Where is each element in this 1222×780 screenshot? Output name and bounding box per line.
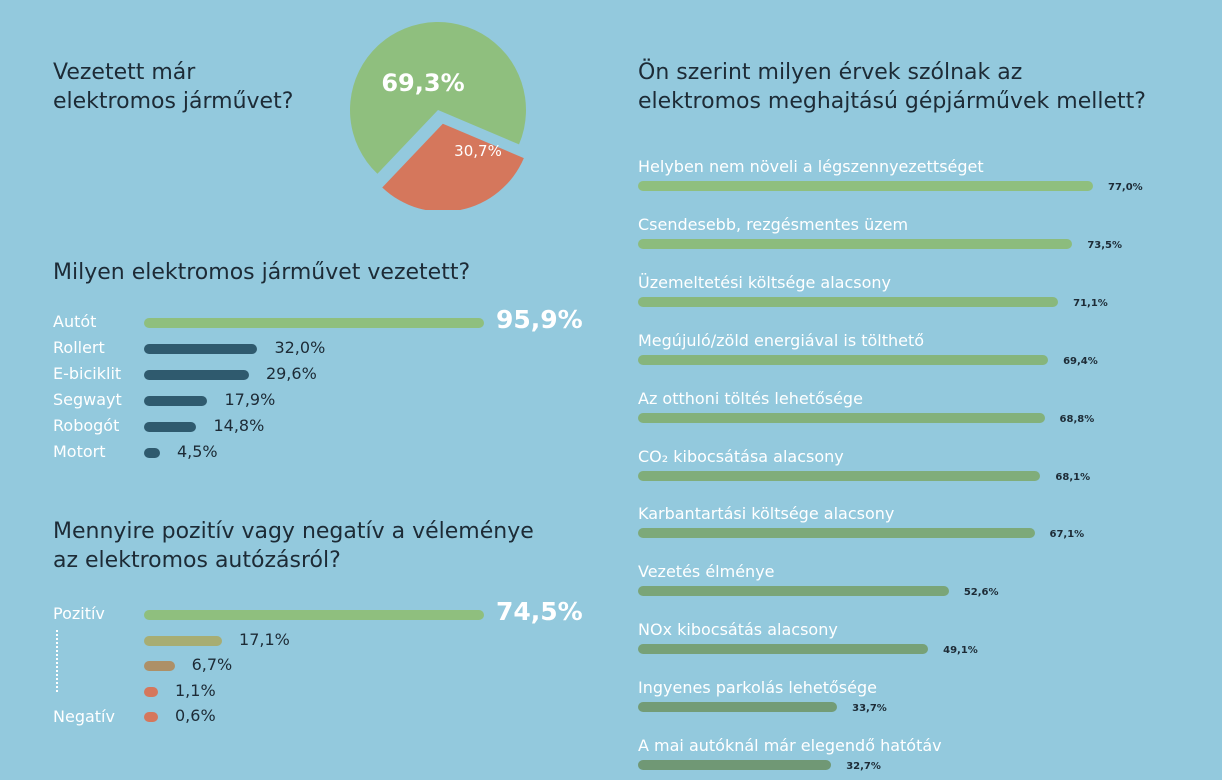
bar-label: CO₂ kibocsátása alacsony [638,447,844,466]
vehicles-question: Milyen elektromos járművet vezetett? [53,260,471,285]
bar-label: Üzemeltetési költsége alacsony [638,273,891,292]
bar [144,344,258,354]
negative-label: Negatív [53,707,115,726]
pie-slice-yes [350,22,526,174]
bar-label: Az otthoni töltés lehetősége [638,389,863,408]
bar [144,396,208,406]
bar-label: Csendesebb, rezgésmentes üzem [638,215,909,234]
bar-value: 49,1% [943,645,978,656]
bar [638,586,949,596]
bar [638,413,1045,423]
bar-value: 17,9% [224,390,276,409]
bar [638,355,1049,365]
bar-label: A mai autóknál már elegendő hatótáv [638,736,942,755]
pie-chart: 69,3% 30,7% [350,22,526,210]
bar-value: 6,7% [191,655,233,674]
bar-label: NOx kibocsátás alacsony [638,620,838,639]
arguments-question: Ön szerint milyen érvek szólnak az elekt… [638,60,1146,114]
arguments-bar-chart: Helyben nem növeli a légszennyezettséget… [600,0,1222,780]
bar-value: 74,5% [496,597,583,626]
bar-value: 14,8% [213,416,265,435]
bar [144,318,484,328]
bar-value: 33,7% [852,703,887,714]
bar-label: E-biciklit [53,364,122,383]
positive-label: Pozitív [53,604,105,623]
bar-label: Megújuló/zöld energiával is tölthető [638,331,925,350]
bar [638,239,1073,249]
pie-value-no: 30,7% [454,142,502,160]
bar [638,297,1059,307]
bar-value: 67,1% [1049,529,1085,540]
bar [144,448,160,458]
bar-value: 52,6% [963,587,999,598]
bar-label: Ingyenes parkolás lehetősége [638,678,877,697]
bar-value: 29,6% [265,364,317,383]
bar [638,760,832,770]
bar-label: Karbantartási költsége alacsony [638,504,895,523]
bar-label: Robogót [53,416,120,435]
bar [144,712,158,722]
bar-value: 73,5% [1087,240,1123,251]
bar-value: 68,1% [1055,472,1091,483]
bar [638,644,929,654]
bar-label: Rollert [53,338,105,357]
bar [144,370,249,380]
pie-slice-no [382,123,524,210]
bar [144,610,484,620]
bar-value: 69,4% [1063,356,1098,367]
bar-value: 4,5% [176,442,218,461]
bar-value: 71,1% [1073,298,1108,309]
bar [638,181,1093,191]
bar-label: Motort [53,442,106,461]
bar-label: Autót [53,312,97,331]
bar [144,636,223,646]
bar [638,528,1035,538]
bar-label: Vezetés élménye [638,562,775,581]
bar [638,471,1041,481]
bar [144,661,175,671]
pie-question: Vezetett már elektromos járművet? [53,60,294,114]
bar-value: 32,7% [846,761,881,772]
bar-value: 17,1% [239,630,290,649]
bar [638,702,838,712]
bar-value: 68,8% [1059,414,1095,425]
opinion-question: Mennyire pozitív vagy negatív a vélemény… [53,519,534,573]
bar-label: Segwayt [53,390,122,409]
pie-value-yes: 69,3% [381,69,464,97]
bar-label: Helyben nem növeli a légszennyezettséget [638,157,984,176]
bar-value: 32,0% [274,338,326,357]
bar-value: 1,1% [175,681,216,700]
bar-value: 0,6% [175,706,216,725]
bar-value: 77,0% [1108,182,1143,193]
bar [144,687,158,697]
scale-dots [56,630,58,692]
bar [144,422,197,432]
bar-value: 95,9% [496,305,583,334]
